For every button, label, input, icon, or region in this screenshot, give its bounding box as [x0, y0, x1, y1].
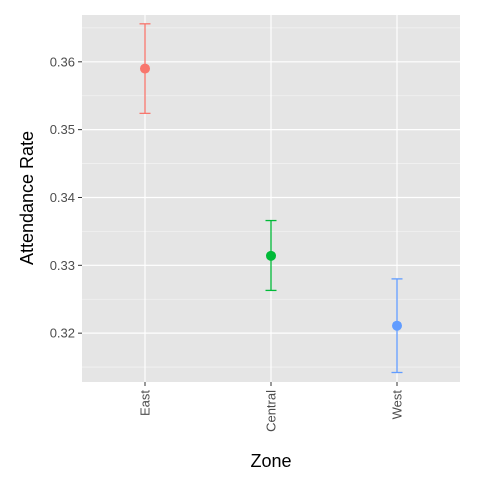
x-tick-label: West — [390, 390, 405, 420]
y-tick-label: 0.32 — [50, 326, 75, 341]
x-axis-title: Zone — [250, 451, 291, 471]
data-point — [392, 320, 402, 331]
y-axis-title: Attendance Rate — [17, 131, 37, 265]
data-point — [266, 250, 276, 261]
y-tick-label: 0.33 — [50, 258, 75, 273]
y-tick-label: 0.36 — [50, 54, 75, 69]
x-tick-label: East — [138, 390, 153, 416]
y-axis: 0.32 0.33 0.34 0.35 0.36 — [50, 54, 82, 341]
data-point — [140, 63, 150, 74]
y-tick-label: 0.34 — [50, 190, 75, 205]
x-tick-label: Central — [264, 390, 279, 432]
error-bar-marks — [139, 23, 403, 374]
y-tick-label: 0.35 — [50, 122, 75, 137]
x-axis: East Central West — [138, 382, 405, 432]
